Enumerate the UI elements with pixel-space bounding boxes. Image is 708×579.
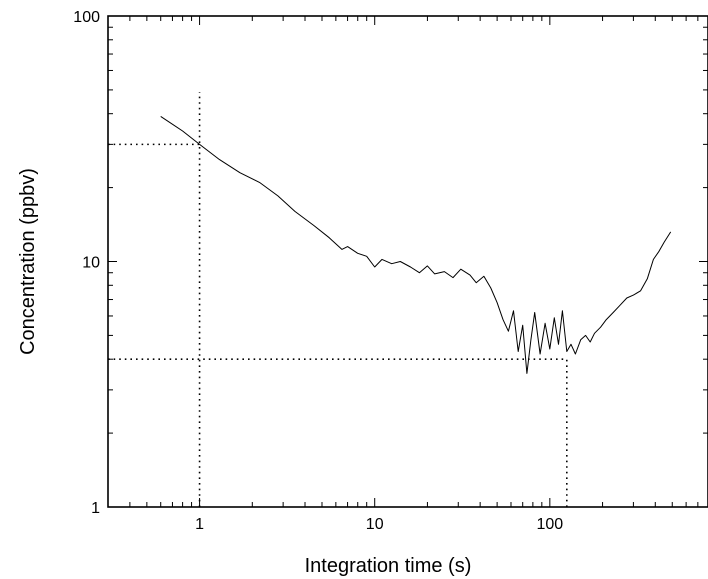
x-tick-label: 10 (366, 516, 384, 533)
x-axis-label: Integration time (s) (305, 555, 472, 577)
series-line (160, 115, 672, 374)
x-tick-label: 100 (536, 516, 563, 533)
plot-area: 1 10 100 1 10 100 Integration time (s) Concentr… (17, 9, 708, 577)
x-tick-label: 1 (195, 516, 204, 533)
y-tick-label: 100 (73, 9, 100, 26)
y-axis-label: Concentration (ppbv) (17, 168, 39, 355)
y-tick-label: 1 (91, 500, 100, 517)
plot-frame (107, 15, 708, 508)
y-tick-label: 10 (82, 255, 100, 272)
